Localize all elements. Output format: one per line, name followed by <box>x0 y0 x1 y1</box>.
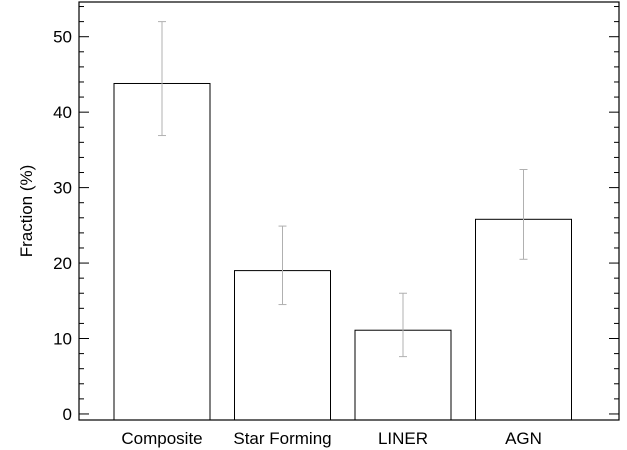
y-tick-label: 40 <box>53 103 72 122</box>
x-category-label: LINER <box>378 429 428 448</box>
error-bars-group <box>158 21 528 358</box>
y-tick-label: 20 <box>53 254 72 273</box>
y-tick-label: 10 <box>53 330 72 349</box>
y-tick-label: 30 <box>53 179 72 198</box>
bars-group <box>113 82 572 421</box>
bar-composite <box>113 82 211 421</box>
x-category-label: Star Forming <box>233 429 331 448</box>
x-category-label: Composite <box>121 429 202 448</box>
x-category-labels: Composite Star Forming LINER AGN <box>121 429 542 448</box>
plot-frame <box>78 1 620 421</box>
y-tick-labels: 0 10 20 30 40 50 <box>53 28 72 424</box>
y-axis-title: Fraction (%) <box>17 165 36 258</box>
tick-marks <box>79 6 619 420</box>
y-tick-label: 50 <box>53 28 72 47</box>
x-category-label: AGN <box>505 429 542 448</box>
y-tick-label: 0 <box>63 405 72 424</box>
